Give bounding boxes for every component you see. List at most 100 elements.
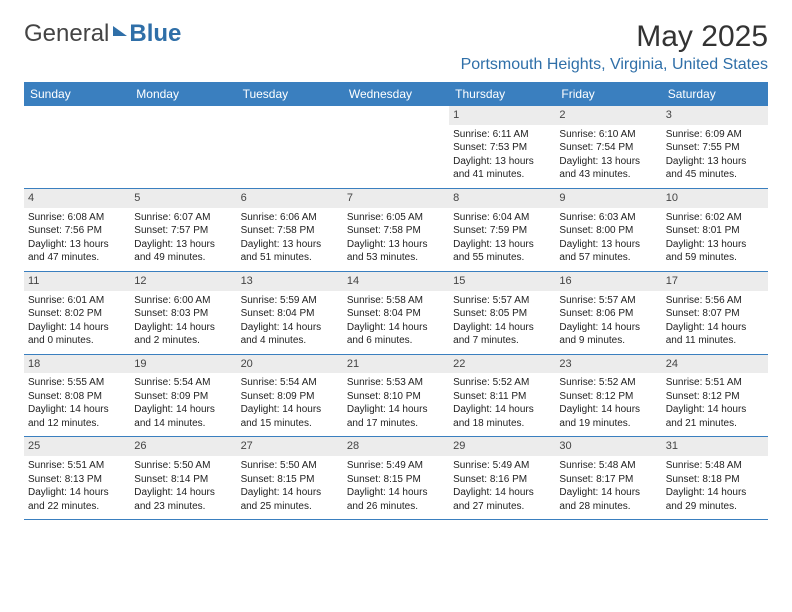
day-number: 28 (343, 437, 449, 456)
daylight1-text: Daylight: 14 hours (453, 486, 551, 500)
day-number: 1 (449, 106, 555, 125)
sunrise-text: Sunrise: 5:57 AM (453, 294, 551, 308)
sunrise-text: Sunrise: 5:53 AM (347, 376, 445, 390)
sunset-text: Sunset: 8:16 PM (453, 473, 551, 487)
sunrise-text: Sunrise: 5:49 AM (347, 459, 445, 473)
sunset-text: Sunset: 8:03 PM (134, 307, 232, 321)
daylight2-text: and 27 minutes. (453, 500, 551, 514)
sunrise-text: Sunrise: 5:51 AM (666, 376, 764, 390)
daylight1-text: Daylight: 14 hours (241, 403, 339, 417)
daylight1-text: Daylight: 14 hours (134, 486, 232, 500)
weeks-container: 1 Sunrise: 6:11 AMSunset: 7:53 PM Daylight… (24, 106, 768, 520)
daylight1-text: Daylight: 14 hours (666, 403, 764, 417)
week-row: 18Sunrise: 5:55 AMSunset: 8:08 PMDayligh… (24, 355, 768, 438)
calendar-cell (343, 106, 449, 188)
day-number: 22 (449, 355, 555, 374)
sunset-text: Sunset: 7:57 PM (134, 224, 232, 238)
day-number: 21 (343, 355, 449, 374)
daylight2-text: and 57 minutes. (559, 251, 657, 265)
calendar-cell: 18Sunrise: 5:55 AMSunset: 8:08 PMDayligh… (24, 355, 130, 437)
sunset-text: Sunset: 8:11 PM (453, 390, 551, 404)
sunrise-text: Sunrise: 5:50 AM (134, 459, 232, 473)
sunset-text: Sunset: 7:58 PM (347, 224, 445, 238)
sunset-text: Sunset: 8:15 PM (347, 473, 445, 487)
sunset-text: Sunset: 8:12 PM (559, 390, 657, 404)
sunrise-text: Sunrise: 5:54 AM (134, 376, 232, 390)
day-number: 20 (237, 355, 343, 374)
daylight2-text: and 2 minutes. (134, 334, 232, 348)
daylight2-text: and 4 minutes. (241, 334, 339, 348)
calendar-cell: 19 Sunrise: 5:54 AMSunset: 8:09 PMDayligh… (130, 355, 236, 437)
daylight2-text: and 25 minutes. (241, 500, 339, 514)
daylight1-text: Daylight: 13 hours (347, 238, 445, 252)
daylight2-text: and 7 minutes. (453, 334, 551, 348)
day-number: 17 (662, 272, 768, 291)
sunrise-text: Sunrise: 5:51 AM (28, 459, 126, 473)
daylight1-text: Daylight: 13 hours (559, 155, 657, 169)
daylight1-text: Daylight: 14 hours (666, 486, 764, 500)
sunset-text: Sunset: 8:04 PM (347, 307, 445, 321)
location-label: Portsmouth Heights, Virginia, United Sta… (461, 56, 768, 74)
calendar-cell: 10Sunrise: 6:02 AMSunset: 8:01 PMDayligh… (662, 189, 768, 271)
daylight1-text: Daylight: 13 hours (134, 238, 232, 252)
month-title: May 2025 (461, 20, 768, 54)
day-number (343, 106, 449, 125)
calendar-cell: 11Sunrise: 6:01 AMSunset: 8:02 PMDayligh… (24, 272, 130, 354)
daylight2-text: and 14 minutes. (134, 417, 232, 431)
sunset-text: Sunset: 8:13 PM (28, 473, 126, 487)
calendar-cell: 8Sunrise: 6:04 AMSunset: 7:59 PMDaylight… (449, 189, 555, 271)
day-number (24, 106, 130, 125)
calendar: Sunday Monday Tuesday Wednesday Thursday… (24, 82, 768, 520)
calendar-cell: 31Sunrise: 5:48 AMSunset: 8:18 PMDayligh… (662, 437, 768, 519)
calendar-cell (237, 106, 343, 188)
day-header-cell: Thursday (449, 82, 555, 106)
calendar-cell: 1Sunrise: 6:11 AMSunset: 7:53 PMDaylight… (449, 106, 555, 188)
calendar-cell: 16Sunrise: 5:57 AMSunset: 8:06 PMDayligh… (555, 272, 661, 354)
logo-text-1: General (24, 20, 109, 48)
sunset-text: Sunset: 7:54 PM (559, 141, 657, 155)
sunset-text: Sunset: 8:09 PM (134, 390, 232, 404)
day-number (237, 106, 343, 125)
day-number: 15 (449, 272, 555, 291)
daylight2-text: and 18 minutes. (453, 417, 551, 431)
daylight2-text: and 59 minutes. (666, 251, 764, 265)
calendar-cell: 17Sunrise: 5:56 AMSunset: 8:07 PMDayligh… (662, 272, 768, 354)
sunset-text: Sunset: 8:05 PM (453, 307, 551, 321)
daylight2-text: and 45 minutes. (666, 168, 764, 182)
daylight1-text: Daylight: 14 hours (134, 321, 232, 335)
day-number: 19 (130, 355, 236, 374)
calendar-cell: 25Sunrise: 5:51 AMSunset: 8:13 PMDayligh… (24, 437, 130, 519)
daylight1-text: Daylight: 13 hours (453, 238, 551, 252)
daylight1-text: Daylight: 14 hours (559, 403, 657, 417)
sunrise-text: Sunrise: 5:49 AM (453, 459, 551, 473)
sunrise-text: Sunrise: 6:11 AM (453, 128, 551, 142)
sunset-text: Sunset: 8:09 PM (241, 390, 339, 404)
sunset-text: Sunset: 8:15 PM (241, 473, 339, 487)
day-number: 25 (24, 437, 130, 456)
sunset-text: Sunset: 8:17 PM (559, 473, 657, 487)
day-number: 8 (449, 189, 555, 208)
logo-text-2: Blue (129, 20, 181, 48)
daylight2-text: and 43 minutes. (559, 168, 657, 182)
sunrise-text: Sunrise: 5:52 AM (453, 376, 551, 390)
daylight1-text: Daylight: 13 hours (666, 238, 764, 252)
daylight2-text: and 12 minutes. (28, 417, 126, 431)
calendar-cell: 21Sunrise: 5:53 AMSunset: 8:10 PMDayligh… (343, 355, 449, 437)
day-number: 30 (555, 437, 661, 456)
sunrise-text: Sunrise: 6:08 AM (28, 211, 126, 225)
sunset-text: Sunset: 7:55 PM (666, 141, 764, 155)
daylight1-text: Daylight: 13 hours (28, 238, 126, 252)
week-row: 25 Sunrise: 5:51 AMSunset: 8:13 PM Dayligh… (24, 437, 768, 520)
day-header-cell: Monday (130, 82, 236, 106)
calendar-cell (130, 106, 236, 188)
sunrise-text: Sunrise: 6:03 AM (559, 211, 657, 225)
calendar-cell: 30Sunrise: 5:48 AMSunset: 8:17 PMDayligh… (555, 437, 661, 519)
day-number: 14 (343, 272, 449, 291)
daylight1-text: Daylight: 14 hours (559, 321, 657, 335)
sunset-text: Sunset: 7:53 PM (453, 141, 551, 155)
calendar-cell: 2Sunrise: 6:10 AMSunset: 7:54 PMDaylight… (555, 106, 661, 188)
calendar-cell: 7Sunrise: 6:05 AMSunset: 7:58 PMDaylight… (343, 189, 449, 271)
sunset-text: Sunset: 8:14 PM (134, 473, 232, 487)
sunset-text: Sunset: 8:04 PM (241, 307, 339, 321)
daylight1-text: Daylight: 14 hours (134, 403, 232, 417)
